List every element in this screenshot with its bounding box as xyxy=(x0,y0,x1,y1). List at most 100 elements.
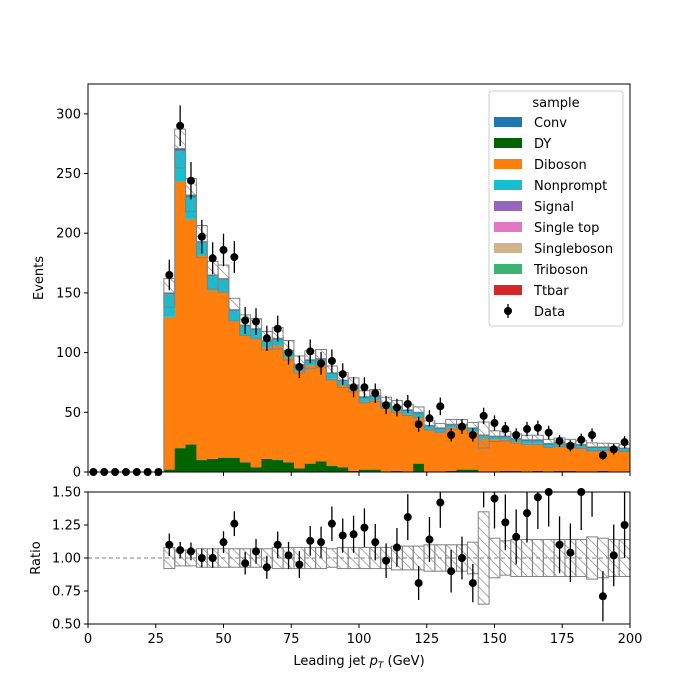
data-point xyxy=(620,438,629,447)
stack-bar-dy xyxy=(218,457,230,472)
legend-label: Nonprompt xyxy=(534,179,607,194)
stack-bar-dy xyxy=(261,458,273,472)
legend-swatch-singleboson xyxy=(494,243,522,253)
stack-bar-diboson xyxy=(543,446,555,472)
x-axis-label-main: Leading jet xyxy=(293,654,369,669)
ratio-point xyxy=(436,498,445,507)
x-tick-label: 200 xyxy=(618,632,643,647)
legend-frame xyxy=(488,90,624,327)
data-point xyxy=(165,271,174,280)
data-point xyxy=(523,425,532,434)
legend-swatch-signal xyxy=(494,201,522,211)
uncertainty-bin xyxy=(531,434,544,445)
uncertainty-bin xyxy=(228,297,241,322)
data-point xyxy=(306,347,315,356)
stack-bar-dy xyxy=(207,458,219,472)
ratio-point xyxy=(620,521,629,529)
ratio-point xyxy=(262,563,271,572)
ratio-point xyxy=(414,579,423,588)
stack-bar-diboson xyxy=(272,345,284,461)
ratio-point xyxy=(295,560,304,569)
legend-data-marker xyxy=(504,307,512,315)
stack-bar-diboson xyxy=(608,450,620,472)
data-point xyxy=(468,430,477,439)
legend-swatch-conv xyxy=(494,117,522,127)
stack-bar-dy xyxy=(196,460,208,472)
stack-bar-dy xyxy=(272,460,284,472)
stack-bar-dy xyxy=(174,448,186,472)
stack-bar-dy xyxy=(293,468,306,472)
legend-title: sample xyxy=(532,96,579,111)
stack-bar-diboson xyxy=(369,400,382,470)
ratio-point xyxy=(403,513,412,522)
ratio-point xyxy=(349,530,358,539)
stack-bar-dy xyxy=(597,470,609,472)
ratio-point xyxy=(230,519,239,528)
stack-bar-diboson xyxy=(575,448,588,472)
legend-label: Signal xyxy=(534,200,574,215)
stack-bar-dy xyxy=(239,462,251,472)
data-point xyxy=(501,425,510,434)
stack-bar-diboson xyxy=(348,389,360,471)
data-point xyxy=(252,317,261,326)
data-point xyxy=(284,348,293,357)
stack-bar-diboson xyxy=(196,255,208,461)
ratio-point xyxy=(306,536,315,545)
data-point xyxy=(609,445,618,454)
data-point xyxy=(197,232,206,241)
stack-bar-dy xyxy=(359,469,371,472)
stack-bar-dy xyxy=(564,470,577,472)
data-point xyxy=(186,176,195,185)
uncertainty-bin xyxy=(586,442,598,452)
ratio-y-tick-label: 1.00 xyxy=(52,552,81,567)
ratio-point xyxy=(165,540,174,549)
stack-bar-diboson xyxy=(586,450,598,472)
ratio-point xyxy=(555,540,564,549)
data-point xyxy=(230,253,239,262)
stack-bar-diboson xyxy=(619,451,630,472)
stack-bar-dy xyxy=(315,461,327,472)
stack-bar-dy xyxy=(467,469,479,472)
ratio-point xyxy=(598,592,607,601)
x-tick-label: 100 xyxy=(347,632,372,647)
main-x-ticks xyxy=(87,472,631,476)
legend-swatch-dy xyxy=(494,138,522,148)
data-point xyxy=(533,423,542,432)
stack-bar-diboson xyxy=(185,218,197,445)
ratio-points xyxy=(165,488,629,622)
legend-label-data: Data xyxy=(534,305,565,320)
main-plot-panel: 0 50 100 150 200 250 300 Events sample Conv DY D… xyxy=(32,83,631,481)
stack-bar-diboson xyxy=(532,443,544,471)
y-tick-label: 300 xyxy=(56,107,81,122)
ratio-point xyxy=(490,494,499,503)
ratio-point xyxy=(425,535,434,544)
stack-bar-diboson xyxy=(304,365,317,464)
stack-bar-diboson xyxy=(218,291,230,458)
stack-bar-dy xyxy=(391,470,403,472)
stack-bar-diboson xyxy=(467,431,479,470)
data-point xyxy=(403,399,412,408)
y-tick-label: 50 xyxy=(64,406,81,421)
data-point xyxy=(338,370,347,379)
data-point xyxy=(176,121,185,130)
data-point xyxy=(219,245,228,254)
stack-bar-diboson xyxy=(478,438,490,472)
stack-bar-diboson xyxy=(413,417,425,464)
y-tick-label: 200 xyxy=(56,227,81,242)
stack-bar-diboson xyxy=(293,371,306,469)
stack-bar-diboson xyxy=(337,386,349,468)
stack-bar-dy xyxy=(304,463,317,472)
ratio-point xyxy=(382,556,391,565)
ratio-y-tick-label: 1.25 xyxy=(52,519,81,534)
data-point xyxy=(566,441,575,450)
y-tick-label: 250 xyxy=(56,167,81,182)
stack-bar-dy xyxy=(348,470,360,472)
stack-bar-diboson xyxy=(326,378,338,467)
stack-bar-dy xyxy=(163,469,176,472)
uncertainty-bin xyxy=(477,421,490,449)
legend-label: Triboson xyxy=(533,263,588,278)
stack-bar-diboson xyxy=(445,427,457,471)
uncertainty-bin xyxy=(412,406,425,419)
ratio-point xyxy=(447,567,456,576)
uncertainty-bin xyxy=(596,442,609,452)
